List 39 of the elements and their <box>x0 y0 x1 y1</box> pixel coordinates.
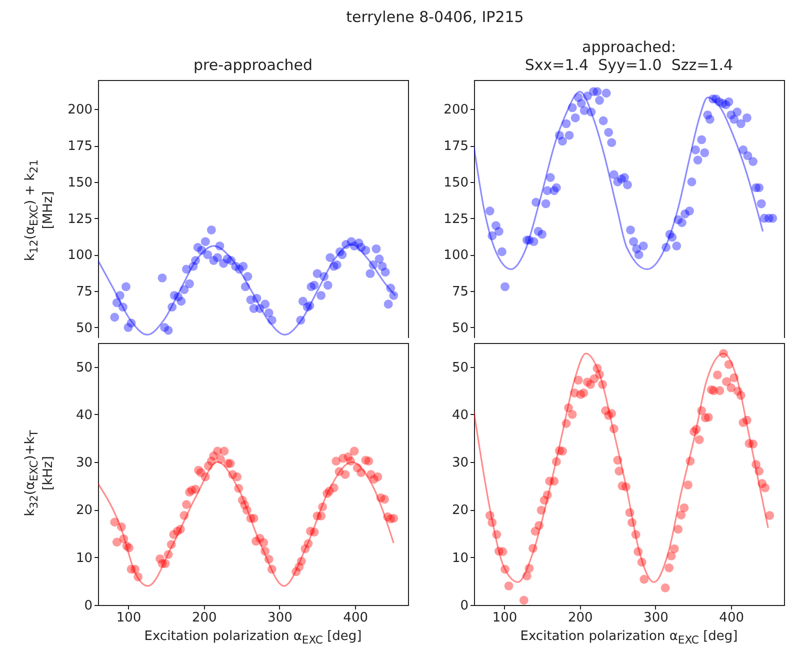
x-axis-title: Excitation polarization α$_{EXC}$ [deg] <box>143 629 363 647</box>
y-tick-label: 100 <box>68 248 92 264</box>
y-tick-label: 200 <box>68 102 92 118</box>
x-tick-label: 100 <box>492 610 518 626</box>
x-tick-label: 200 <box>568 610 593 626</box>
x-tick-label: 400 <box>343 610 368 626</box>
x-tick-label: 200 <box>192 610 217 626</box>
y-tick-label: 10 <box>76 550 92 566</box>
y-tick-label: 75 <box>76 284 92 300</box>
text: terrylene 8-0406, IP215 <box>345 8 525 26</box>
y-tick-label: 40 <box>76 408 92 423</box>
x-tick-label: 300 <box>268 610 292 626</box>
y-tick-label: 125 <box>68 212 92 227</box>
y-tick-label: 150 <box>68 175 92 190</box>
x-tick-label: 100 <box>116 610 142 626</box>
y-tick-label: 30 <box>76 456 92 471</box>
y-tick-label: 10 <box>452 550 468 566</box>
y-tick-label: 20 <box>76 503 92 518</box>
chart-title: approached: Sxx=1.4 Syy=1.0 Szz=1.4 <box>524 38 734 74</box>
x-tick-label: 400 <box>719 610 744 626</box>
y-tick-label: 50 <box>452 320 468 336</box>
x-axis-title: Excitation polarization α$_{EXC}$ [deg] <box>519 629 739 647</box>
y-tick-label: 0 <box>460 598 468 614</box>
y-tick-label: 20 <box>452 503 468 518</box>
chart-title: pre-approached <box>192 56 314 74</box>
y-tick-label: 50 <box>76 360 92 376</box>
y-tick-label: 50 <box>452 360 468 376</box>
y-tick-label: 30 <box>452 456 468 471</box>
y-tick-label: 75 <box>452 284 468 300</box>
y-tick-label: 40 <box>452 408 468 423</box>
y-tick-label: 150 <box>444 175 468 190</box>
y-tick-label: 175 <box>444 139 468 154</box>
y-tick-label: 175 <box>68 139 92 154</box>
y-tick-label: 200 <box>444 102 468 118</box>
y-tick-label: 0 <box>84 598 92 614</box>
y-tick-label: 50 <box>76 320 92 336</box>
x-tick-label: 300 <box>644 610 668 626</box>
y-tick-label: 125 <box>444 212 468 227</box>
y-tick-label: 100 <box>444 248 468 264</box>
